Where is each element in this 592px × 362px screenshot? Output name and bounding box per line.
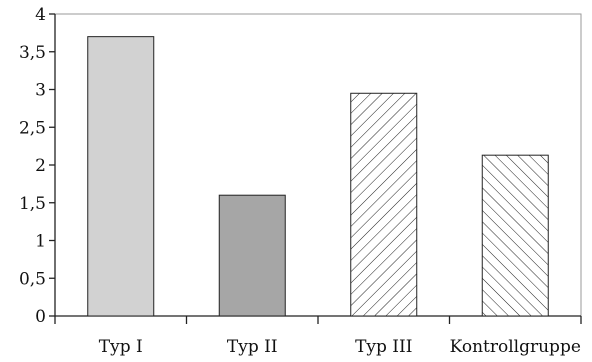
x-category-label: Typ II <box>227 337 278 357</box>
bar-typ-ii <box>218 194 286 317</box>
y-tick-label: 3,5 <box>19 43 46 63</box>
y-tick-label: 3 <box>35 81 46 101</box>
y-tick-label: 2,5 <box>19 118 46 138</box>
bar-typ-i <box>87 36 155 317</box>
y-axis: 0 0,5 1 1,5 2 2,5 3 3,5 4 <box>19 5 56 327</box>
y-tick-label: 1 <box>35 232 46 252</box>
bar-kontrollgruppe <box>481 154 549 317</box>
category-labels: Typ I Typ II Typ III Kontrollgruppe <box>99 337 581 357</box>
bars <box>87 36 549 317</box>
x-category-label: Typ III <box>355 337 412 357</box>
bar-typ-iii <box>350 92 418 317</box>
y-tick-label: 0,5 <box>19 269 46 289</box>
x-category-label: Kontrollgruppe <box>450 337 581 357</box>
y-tick-label: 2 <box>35 156 46 176</box>
y-tick-label: 0 <box>35 307 46 327</box>
x-category-label: Typ I <box>99 337 143 357</box>
y-tick-label: 1,5 <box>19 194 46 214</box>
x-axis <box>54 315 582 324</box>
y-tick-label: 4 <box>35 5 46 25</box>
